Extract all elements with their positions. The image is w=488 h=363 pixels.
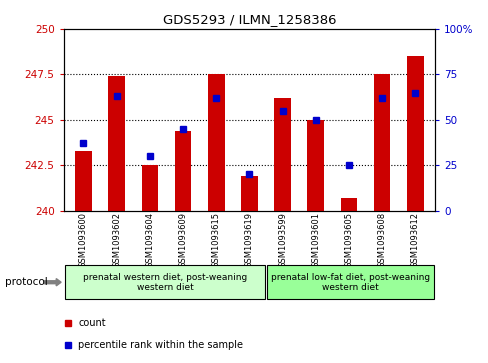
Bar <box>141 165 158 211</box>
Bar <box>307 120 324 211</box>
Bar <box>75 151 92 211</box>
Text: count: count <box>78 318 105 328</box>
Bar <box>406 56 423 211</box>
Text: protocol: protocol <box>5 277 47 287</box>
Bar <box>340 198 357 211</box>
Text: prenatal western diet, post-weaning
western diet: prenatal western diet, post-weaning west… <box>82 273 246 292</box>
Title: GDS5293 / ILMN_1258386: GDS5293 / ILMN_1258386 <box>163 13 335 26</box>
FancyBboxPatch shape <box>64 265 265 299</box>
Bar <box>274 98 290 211</box>
Bar <box>241 176 257 211</box>
Text: percentile rank within the sample: percentile rank within the sample <box>78 340 243 350</box>
Bar <box>373 74 389 211</box>
FancyBboxPatch shape <box>267 265 433 299</box>
Bar <box>174 131 191 211</box>
Bar <box>108 76 125 211</box>
Bar <box>207 74 224 211</box>
Text: prenatal low-fat diet, post-weaning
western diet: prenatal low-fat diet, post-weaning west… <box>271 273 429 292</box>
